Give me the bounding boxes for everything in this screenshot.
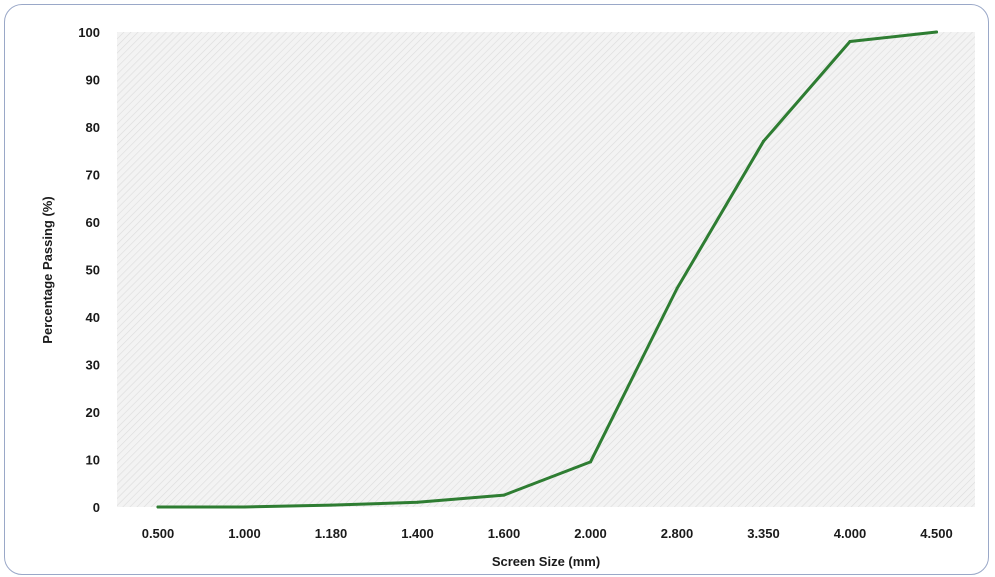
y-axis: 0 10 20 30 40 50 60 70 80 90 100 bbox=[78, 25, 100, 515]
y-axis-title: Percentage Passing (%) bbox=[40, 196, 55, 343]
data-point bbox=[502, 493, 506, 497]
data-point bbox=[243, 505, 246, 509]
x-tick-label: 2.000 bbox=[574, 526, 607, 541]
x-tick-label: 1.000 bbox=[228, 526, 261, 541]
data-point bbox=[329, 503, 333, 507]
y-tick-label: 30 bbox=[86, 358, 100, 373]
data-point bbox=[762, 139, 765, 143]
series-layer bbox=[156, 30, 938, 509]
y-tick-label: 0 bbox=[93, 500, 100, 515]
x-tick-label: 3.350 bbox=[747, 526, 780, 541]
y-tick-label: 60 bbox=[86, 215, 100, 230]
series-line bbox=[156, 30, 938, 509]
x-tick-label: 1.600 bbox=[488, 526, 521, 541]
x-tick-label: 2.800 bbox=[661, 526, 694, 541]
x-tick-label: 4.000 bbox=[834, 526, 867, 541]
x-axis: 0.500 1.000 1.180 1.400 1.600 2.000 2.800 3.350… bbox=[142, 526, 953, 541]
plot-area bbox=[117, 32, 975, 507]
data-point bbox=[416, 500, 419, 504]
x-tick-label: 0.500 bbox=[142, 526, 175, 541]
y-tick-label: 50 bbox=[86, 263, 100, 278]
y-tick-label: 20 bbox=[86, 405, 100, 420]
x-axis-title: Screen Size (mm) bbox=[492, 554, 600, 569]
data-point bbox=[589, 460, 592, 464]
y-tick-label: 90 bbox=[86, 73, 100, 88]
x-tick-label: 1.180 bbox=[315, 526, 348, 541]
y-tick-label: 40 bbox=[86, 310, 100, 325]
data-point bbox=[156, 505, 160, 509]
data-point bbox=[935, 30, 938, 34]
x-tick-label: 4.500 bbox=[920, 526, 953, 541]
y-tick-label: 10 bbox=[86, 453, 100, 468]
x-tick-label: 1.400 bbox=[401, 526, 434, 541]
data-point bbox=[675, 287, 679, 290]
y-tick-label: 80 bbox=[86, 120, 100, 135]
y-tick-label: 70 bbox=[86, 168, 100, 183]
y-tick-label: 100 bbox=[78, 25, 100, 40]
data-point bbox=[848, 40, 852, 43]
